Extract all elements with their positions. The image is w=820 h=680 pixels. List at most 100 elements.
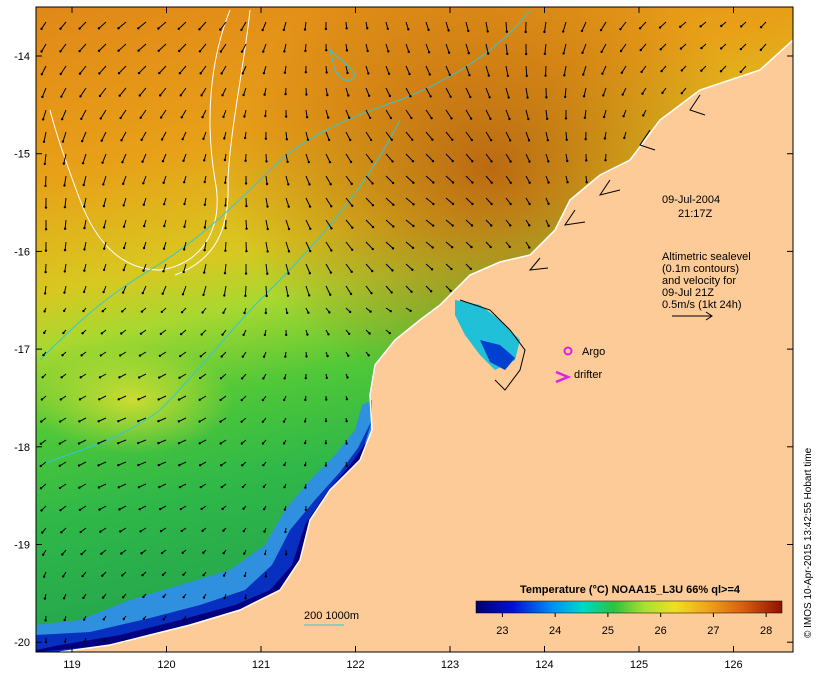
velocity-arrow	[159, 87, 167, 96]
velocity-arrow-head	[582, 73, 585, 76]
velocity-arrow-head	[117, 49, 120, 52]
velocity-arrow	[98, 483, 107, 488]
velocity-arrow-head	[43, 331, 46, 335]
velocity-arrow-head	[78, 486, 81, 489]
velocity-arrow-head	[43, 310, 46, 313]
velocity-arrow	[122, 175, 127, 185]
velocity-arrow	[485, 43, 489, 54]
velocity-arrow-head	[486, 30, 489, 33]
velocity-arrow-head	[62, 162, 65, 165]
argo-label: Argo	[582, 346, 605, 358]
velocity-arrow-head	[412, 203, 415, 206]
velocity-arrow-head	[83, 205, 86, 208]
velocity-arrow-head	[286, 160, 289, 164]
velocity-arrow-head	[469, 267, 472, 271]
velocity-arrow-head	[448, 73, 451, 77]
velocity-arrow-head	[528, 160, 531, 163]
velocity-arrow-head	[244, 182, 248, 185]
velocity-arrow	[583, 87, 587, 97]
velocity-arrow	[140, 109, 147, 119]
velocity-arrow-head	[759, 25, 763, 29]
velocity-arrow	[505, 21, 508, 32]
velocity-arrow	[158, 439, 167, 444]
velocity-arrow-head	[680, 69, 684, 72]
velocity-arrow	[385, 109, 392, 119]
velocity-arrow	[601, 43, 607, 53]
velocity-arrow	[445, 197, 454, 205]
velocity-arrow	[60, 43, 67, 52]
velocity-arrow	[79, 21, 87, 29]
velocity-arrow-head	[241, 355, 244, 358]
velocity-arrow-head	[220, 355, 223, 358]
velocity-arrow	[121, 131, 127, 141]
velocity-arrow-head	[243, 552, 246, 555]
velocity-arrow	[345, 153, 352, 163]
velocity-arrow-head	[429, 95, 432, 98]
velocity-arrow	[41, 43, 47, 52]
velocity-arrow-head	[157, 420, 160, 423]
velocity-arrow-head	[309, 249, 312, 253]
velocity-arrow	[345, 285, 352, 295]
legend-line: and velocity for	[662, 275, 736, 287]
velocity-arrow-head	[142, 595, 145, 599]
velocity-arrow-head	[303, 441, 307, 445]
velocity-arrow-head	[177, 442, 181, 445]
velocity-arrow	[445, 241, 453, 248]
velocity-arrow	[565, 131, 568, 140]
velocity-arrow-head	[241, 464, 244, 467]
velocity-arrow-head	[102, 183, 105, 186]
velocity-arrow-head	[118, 94, 121, 97]
velocity-arrow-head	[61, 553, 64, 556]
velocity-arrow-head	[490, 160, 493, 163]
velocity-arrow-head	[411, 160, 415, 163]
velocity-arrow	[103, 219, 107, 228]
velocity-arrow	[178, 21, 187, 30]
velocity-arrow	[224, 197, 227, 206]
velocity-arrow	[445, 153, 454, 162]
lon-tick-label: 124	[535, 659, 553, 671]
velocity-arrow-head	[97, 420, 100, 423]
velocity-arrow-head	[138, 508, 141, 511]
velocity-arrow	[385, 197, 394, 206]
velocity-arrow	[659, 21, 667, 28]
velocity-arrow-head	[287, 183, 290, 186]
velocity-arrow	[620, 21, 627, 30]
velocity-arrow-head	[283, 485, 286, 489]
velocity-arrow-head	[303, 464, 307, 467]
velocity-arrow	[285, 131, 288, 140]
velocity-arrow-head	[163, 224, 166, 228]
velocity-arrow-head	[219, 377, 223, 380]
velocity-arrow-head	[122, 204, 125, 207]
velocity-arrow	[158, 373, 167, 379]
velocity-arrow	[563, 65, 567, 76]
velocity-arrow	[178, 395, 187, 401]
velocity-arrow-head	[98, 398, 101, 401]
velocity-arrow-head	[622, 114, 625, 118]
velocity-arrow	[305, 175, 310, 185]
velocity-arrow-head	[63, 640, 67, 643]
velocity-arrow-head	[287, 272, 290, 275]
credit-text: © IMOS 10-Apr-2015 13:42:55 Hobart time	[803, 447, 814, 638]
velocity-arrow-head	[602, 94, 605, 97]
velocity-arrow-head	[391, 160, 394, 163]
velocity-arrow-head	[159, 529, 163, 533]
velocity-arrow	[445, 43, 450, 53]
velocity-arrow-head	[102, 290, 105, 294]
velocity-arrow	[485, 175, 493, 183]
velocity-arrow-head	[100, 332, 104, 335]
velocity-arrow	[679, 21, 687, 28]
velocity-arrow	[262, 43, 267, 52]
velocity-arrow-head	[366, 49, 369, 53]
velocity-arrow	[365, 131, 372, 141]
colorbar-tick-label: 26	[655, 625, 667, 637]
velocity-arrow-head	[181, 137, 184, 141]
velocity-arrow-head	[40, 509, 43, 512]
velocity-arrow-head	[240, 398, 243, 402]
velocity-arrow-head	[137, 376, 141, 379]
velocity-arrow-head	[161, 573, 165, 577]
velocity-arrow	[365, 153, 373, 163]
velocity-arrow	[505, 87, 510, 98]
velocity-arrow-head	[450, 267, 453, 271]
velocity-arrow	[79, 65, 87, 75]
velocity-arrow	[622, 87, 627, 95]
